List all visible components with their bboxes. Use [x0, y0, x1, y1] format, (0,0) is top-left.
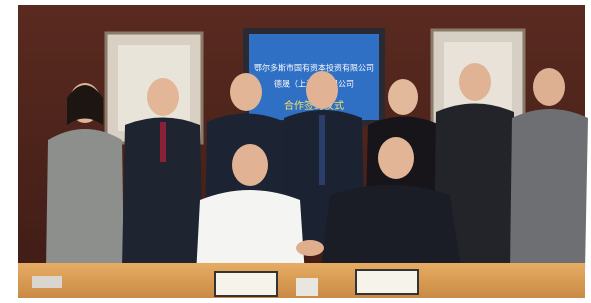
person-body	[196, 190, 305, 275]
person-body	[320, 185, 462, 275]
person-head	[378, 137, 414, 179]
page: 鄂尔多斯市国有资本投资有限公司 德晟（上海）有限公司 合作签约仪式 (() =>…	[0, 0, 591, 303]
person-body	[510, 109, 588, 270]
handshake	[296, 240, 324, 256]
tea-cup	[296, 278, 318, 296]
person-head	[533, 68, 565, 106]
tie	[319, 115, 325, 185]
person-head	[230, 73, 262, 111]
person-head	[147, 78, 179, 116]
person-head	[459, 63, 491, 101]
person-body	[46, 129, 124, 270]
screen-text: 鄂尔多斯市国有资本投资有限公司	[254, 63, 374, 73]
name-card	[32, 276, 62, 288]
person-head	[306, 71, 338, 109]
document-folder	[356, 270, 418, 294]
photo: 鄂尔多斯市国有资本投资有限公司 德晟（上海）有限公司 合作签约仪式	[0, 0, 591, 303]
person-head	[232, 144, 268, 186]
person-head	[388, 79, 418, 115]
document-folder	[215, 272, 277, 296]
tie	[160, 122, 166, 162]
